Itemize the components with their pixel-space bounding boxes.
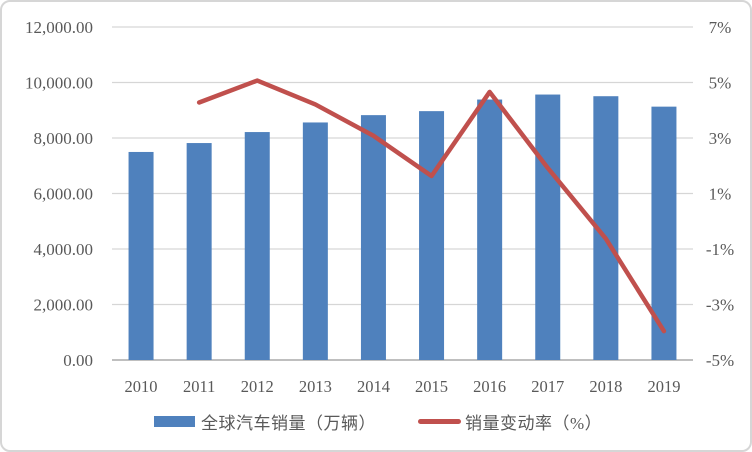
bar-2016 <box>477 99 503 360</box>
y-axis-right-label: 7% <box>709 18 732 37</box>
x-axis-label-2010: 2010 <box>125 377 158 396</box>
line-series-label: 销量变动率（%） <box>465 413 603 433</box>
bar-2013 <box>302 122 328 361</box>
x-axis-label-2016: 2016 <box>473 377 506 396</box>
rate-line <box>196 78 667 334</box>
bar-2019 <box>651 106 677 360</box>
y-axis-right-label: 1% <box>709 185 732 204</box>
y-axis-right-label: -3% <box>706 296 734 315</box>
bar-2012 <box>244 132 270 360</box>
y-axis-right-label: 5% <box>709 74 732 93</box>
y-axis-right-label: -1% <box>706 240 734 259</box>
combo-chart-plot: 12,000.00 10,000.00 8,000.00 6,000.00 4,000.… <box>25 18 734 396</box>
bar-series-label: 全球汽车销量（万辆） <box>201 413 376 433</box>
bar-2015 <box>419 111 445 360</box>
x-axis-label-2012: 2012 <box>241 377 274 396</box>
x-axis-label-2019: 2019 <box>647 377 680 396</box>
x-axis-label-2011: 2011 <box>183 377 215 396</box>
y-axis-right-label: -5% <box>706 351 734 370</box>
y-axis-left-label: 8,000.00 <box>34 129 94 148</box>
x-axis-label-2013: 2013 <box>299 377 332 396</box>
y-axis-left-label: 2,000.00 <box>34 296 94 315</box>
legend-item-rate: 销量变动率（%） <box>418 408 602 434</box>
y-axis-left-label: 6,000.00 <box>34 185 94 204</box>
y-axis-left-label: 10,000.00 <box>25 74 93 93</box>
line-series-swatch <box>418 418 461 424</box>
x-axis-label-2017: 2017 <box>531 377 564 396</box>
y-axis-left-label: 0.00 <box>63 351 93 370</box>
bar-2011 <box>186 143 212 360</box>
x-axis-label-2018: 2018 <box>589 377 622 396</box>
bar-2014 <box>360 115 386 360</box>
y-axis-left-label: 12,000.00 <box>25 18 93 37</box>
bar-series-swatch <box>154 415 195 427</box>
bar-2010 <box>128 151 154 360</box>
y-axis-right-label: 3% <box>709 129 732 148</box>
x-axis-label-2014: 2014 <box>357 377 390 396</box>
x-axis-label-2015: 2015 <box>415 377 448 396</box>
chart-legend: 全球汽车销量（万辆） 销量变动率（%） <box>2 408 750 434</box>
legend-item-sales: 全球汽车销量（万辆） <box>154 408 376 434</box>
bar-2017 <box>535 94 561 360</box>
y-axis-left-label: 4,000.00 <box>34 240 94 259</box>
